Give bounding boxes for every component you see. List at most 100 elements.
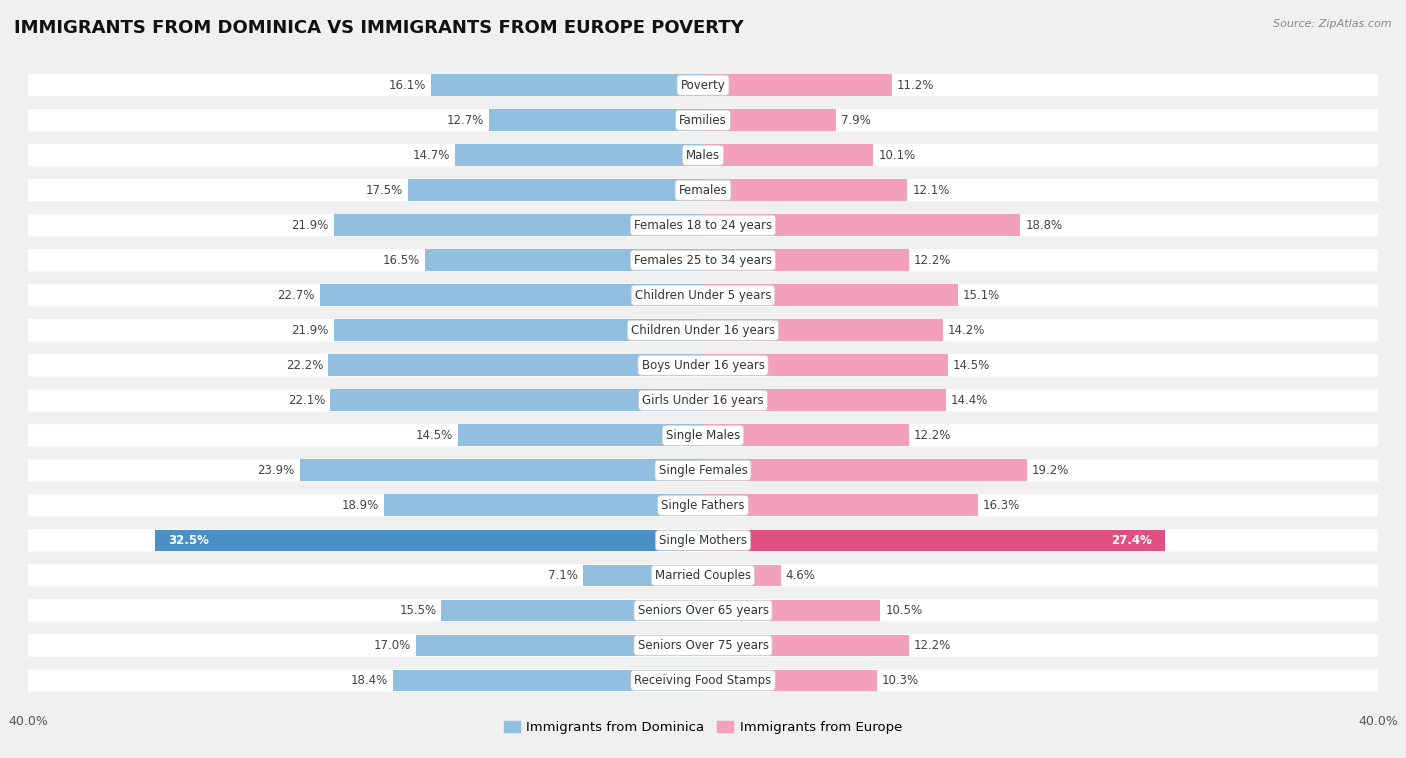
FancyBboxPatch shape: [28, 634, 1378, 656]
Bar: [703, 144, 873, 166]
Bar: [384, 494, 703, 516]
Text: 17.5%: 17.5%: [366, 183, 402, 196]
FancyBboxPatch shape: [28, 214, 1378, 236]
Text: 32.5%: 32.5%: [169, 534, 209, 547]
Text: Children Under 16 years: Children Under 16 years: [631, 324, 775, 337]
Bar: [155, 530, 703, 551]
Bar: [425, 249, 703, 271]
Text: 12.2%: 12.2%: [914, 639, 952, 652]
Text: Males: Males: [686, 149, 720, 161]
Text: 7.9%: 7.9%: [841, 114, 872, 127]
Bar: [703, 634, 908, 656]
Text: Boys Under 16 years: Boys Under 16 years: [641, 359, 765, 371]
Text: 15.5%: 15.5%: [399, 604, 436, 617]
Text: 22.7%: 22.7%: [277, 289, 315, 302]
Text: 16.3%: 16.3%: [983, 499, 1021, 512]
FancyBboxPatch shape: [28, 354, 1378, 377]
Bar: [703, 424, 908, 446]
Text: 14.2%: 14.2%: [948, 324, 986, 337]
Text: 10.1%: 10.1%: [879, 149, 915, 161]
Text: 12.2%: 12.2%: [914, 254, 952, 267]
Text: 22.2%: 22.2%: [285, 359, 323, 371]
FancyBboxPatch shape: [28, 389, 1378, 412]
Text: 10.5%: 10.5%: [886, 604, 922, 617]
FancyBboxPatch shape: [28, 249, 1378, 271]
Text: Poverty: Poverty: [681, 79, 725, 92]
Text: 22.1%: 22.1%: [288, 394, 325, 407]
FancyBboxPatch shape: [28, 319, 1378, 341]
Text: Seniors Over 65 years: Seniors Over 65 years: [637, 604, 769, 617]
Text: Females 18 to 24 years: Females 18 to 24 years: [634, 219, 772, 232]
Bar: [703, 390, 946, 411]
Text: 23.9%: 23.9%: [257, 464, 295, 477]
Bar: [703, 319, 942, 341]
Text: 4.6%: 4.6%: [786, 569, 815, 582]
Text: Single Mothers: Single Mothers: [659, 534, 747, 547]
Bar: [703, 494, 979, 516]
Bar: [703, 669, 877, 691]
Text: 10.3%: 10.3%: [882, 674, 920, 687]
Bar: [703, 109, 837, 131]
Text: Single Males: Single Males: [666, 429, 740, 442]
Text: Receiving Food Stamps: Receiving Food Stamps: [634, 674, 772, 687]
FancyBboxPatch shape: [28, 459, 1378, 481]
Bar: [703, 530, 1166, 551]
Bar: [456, 144, 703, 166]
Text: 15.1%: 15.1%: [963, 289, 1000, 302]
Bar: [333, 319, 703, 341]
FancyBboxPatch shape: [28, 669, 1378, 691]
Text: 17.0%: 17.0%: [374, 639, 411, 652]
Text: 18.8%: 18.8%: [1025, 219, 1063, 232]
Text: 14.4%: 14.4%: [950, 394, 988, 407]
FancyBboxPatch shape: [28, 284, 1378, 306]
Text: 11.2%: 11.2%: [897, 79, 935, 92]
Text: IMMIGRANTS FROM DOMINICA VS IMMIGRANTS FROM EUROPE POVERTY: IMMIGRANTS FROM DOMINICA VS IMMIGRANTS F…: [14, 19, 744, 37]
Text: 21.9%: 21.9%: [291, 219, 329, 232]
Bar: [416, 634, 703, 656]
FancyBboxPatch shape: [28, 564, 1378, 587]
Bar: [703, 215, 1021, 236]
Legend: Immigrants from Dominica, Immigrants from Europe: Immigrants from Dominica, Immigrants fro…: [503, 721, 903, 734]
Bar: [329, 355, 703, 376]
FancyBboxPatch shape: [28, 599, 1378, 622]
Text: 16.1%: 16.1%: [389, 79, 426, 92]
Text: Married Couples: Married Couples: [655, 569, 751, 582]
Text: 19.2%: 19.2%: [1032, 464, 1070, 477]
Bar: [458, 424, 703, 446]
Bar: [299, 459, 703, 481]
Text: Females 25 to 34 years: Females 25 to 34 years: [634, 254, 772, 267]
Bar: [703, 249, 908, 271]
Bar: [333, 215, 703, 236]
Bar: [330, 390, 703, 411]
Text: 27.4%: 27.4%: [1111, 534, 1152, 547]
Text: 16.5%: 16.5%: [382, 254, 419, 267]
Text: 14.5%: 14.5%: [953, 359, 990, 371]
Text: 7.1%: 7.1%: [548, 569, 578, 582]
Bar: [703, 459, 1026, 481]
Text: Single Females: Single Females: [658, 464, 748, 477]
Text: Source: ZipAtlas.com: Source: ZipAtlas.com: [1274, 19, 1392, 29]
FancyBboxPatch shape: [28, 179, 1378, 202]
Bar: [703, 74, 891, 96]
Text: 18.9%: 18.9%: [342, 499, 380, 512]
Text: Seniors Over 75 years: Seniors Over 75 years: [637, 639, 769, 652]
Bar: [489, 109, 703, 131]
FancyBboxPatch shape: [28, 144, 1378, 167]
Text: 14.5%: 14.5%: [416, 429, 453, 442]
Bar: [703, 284, 957, 306]
Bar: [703, 565, 780, 586]
Bar: [321, 284, 703, 306]
Bar: [408, 180, 703, 201]
Text: 12.1%: 12.1%: [912, 183, 949, 196]
FancyBboxPatch shape: [28, 109, 1378, 131]
Bar: [583, 565, 703, 586]
Text: 12.2%: 12.2%: [914, 429, 952, 442]
Text: 18.4%: 18.4%: [350, 674, 388, 687]
Bar: [703, 180, 907, 201]
Bar: [703, 355, 948, 376]
Bar: [703, 600, 880, 622]
FancyBboxPatch shape: [28, 74, 1378, 96]
Text: Girls Under 16 years: Girls Under 16 years: [643, 394, 763, 407]
Text: Families: Families: [679, 114, 727, 127]
Text: 14.7%: 14.7%: [412, 149, 450, 161]
